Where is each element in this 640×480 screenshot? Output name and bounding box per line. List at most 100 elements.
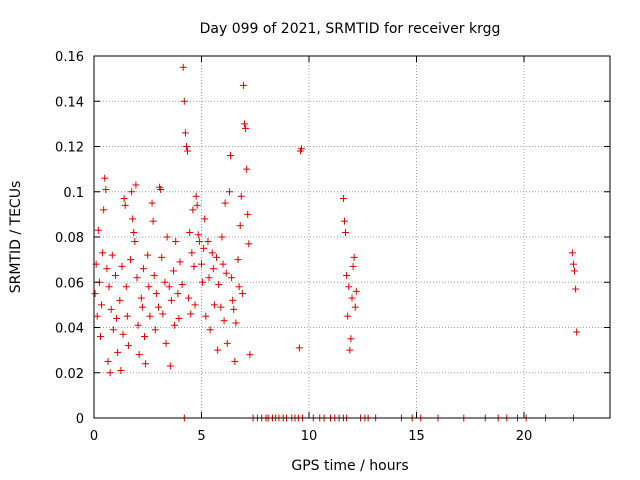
- data-point: [206, 326, 214, 334]
- data-point: [219, 260, 227, 268]
- data-point: [145, 283, 153, 291]
- data-point: [108, 251, 116, 259]
- data-point: [220, 317, 228, 325]
- data-point: [137, 294, 145, 302]
- data-point: [106, 369, 114, 377]
- data-point: [232, 319, 240, 327]
- chart-title: Day 099 of 2021, SRMTID for receiver krg…: [200, 21, 501, 37]
- data-point: [199, 278, 207, 286]
- data-point: [245, 240, 253, 248]
- data-point: [238, 290, 246, 298]
- data-point: [135, 351, 143, 359]
- data-point: [116, 296, 124, 304]
- data-point: [340, 217, 348, 225]
- data-point: [132, 181, 140, 189]
- data-point: [175, 314, 183, 322]
- data-point: [105, 283, 113, 291]
- data-point: [241, 120, 248, 128]
- data-point: [234, 256, 242, 264]
- data-point: [350, 253, 358, 261]
- data-point: [165, 283, 173, 291]
- data-point: [119, 330, 127, 338]
- data-point: [180, 97, 188, 105]
- data-point: [104, 357, 112, 365]
- data-point: [99, 249, 107, 257]
- data-point: [100, 206, 108, 214]
- data-point: [342, 228, 350, 236]
- data-point: [200, 244, 208, 252]
- data-point: [124, 342, 132, 350]
- data-point: [139, 265, 147, 273]
- data-point: [217, 303, 225, 311]
- data-point: [187, 310, 195, 318]
- data-point: [229, 296, 237, 304]
- data-point: [572, 285, 580, 293]
- data-point: [96, 333, 104, 341]
- data-point: [346, 346, 354, 354]
- data-point: [213, 253, 221, 261]
- data-point: [191, 301, 199, 309]
- data-point: [157, 185, 165, 193]
- data-point: [91, 290, 99, 298]
- data-point: [120, 195, 128, 203]
- data-point: [243, 165, 251, 173]
- data-point: [178, 281, 186, 289]
- data-point: [107, 305, 115, 313]
- data-point: [185, 294, 193, 302]
- y-tick-label: 0.02: [55, 367, 84, 382]
- data-point: [208, 249, 216, 257]
- data-point: [141, 333, 149, 341]
- data-point: [149, 217, 157, 225]
- data-point: [150, 271, 158, 279]
- data-point: [236, 222, 244, 230]
- data-point: [205, 274, 213, 282]
- data-point: [569, 260, 577, 268]
- data-point: [122, 283, 130, 291]
- data-point: [94, 226, 102, 234]
- data-point: [109, 326, 117, 334]
- data-point: [123, 312, 131, 320]
- y-axis-label: SRMTID / TECUs: [8, 181, 24, 294]
- data-point: [186, 228, 194, 236]
- data-point: [214, 346, 222, 354]
- data-point: [134, 321, 142, 329]
- data-point: [343, 271, 351, 279]
- data-point: [128, 188, 136, 196]
- x-tick-label: 5: [197, 429, 205, 444]
- data-point: [138, 303, 146, 311]
- data-point: [131, 238, 139, 246]
- data-point: [339, 195, 347, 203]
- data-point: [155, 303, 162, 311]
- data-point: [112, 271, 119, 279]
- data-point: [218, 233, 226, 241]
- data-point: [127, 256, 135, 264]
- y-tick-label: 0.04: [55, 322, 84, 337]
- points-layer: [91, 63, 581, 422]
- data-point: [222, 269, 230, 277]
- y-tick-label: 0.1: [63, 186, 84, 201]
- y-tick-label: 0.16: [55, 50, 84, 65]
- data-point: [347, 335, 355, 343]
- data-point: [189, 206, 197, 214]
- data-point: [179, 63, 187, 71]
- data-point: [568, 249, 576, 257]
- data-point: [142, 360, 150, 368]
- data-point: [130, 228, 138, 236]
- y-tick-label: 0: [76, 412, 84, 427]
- data-point: [192, 192, 200, 200]
- data-point: [349, 262, 357, 270]
- data-point: [223, 339, 231, 347]
- data-point: [573, 328, 581, 336]
- data-point: [198, 260, 205, 268]
- data-point: [98, 301, 106, 309]
- data-point: [181, 129, 189, 137]
- data-point: [146, 312, 154, 320]
- data-point: [204, 238, 212, 246]
- data-point: [231, 357, 239, 365]
- data-point: [117, 366, 125, 374]
- data-point: [235, 283, 243, 291]
- data-point: [114, 348, 122, 356]
- data-point: [194, 231, 202, 239]
